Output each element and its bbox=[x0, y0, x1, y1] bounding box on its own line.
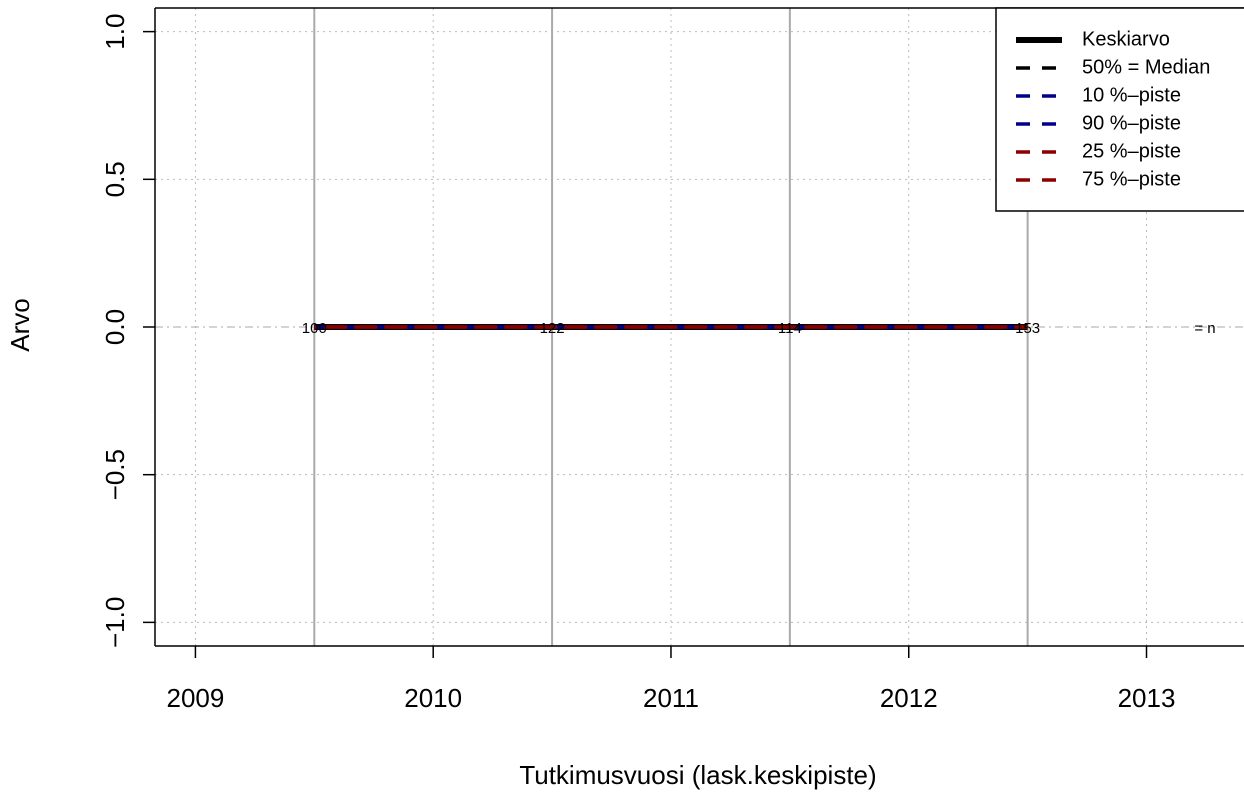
legend-label: 50% = Median bbox=[1082, 56, 1210, 78]
x-tick-label: 2010 bbox=[404, 683, 462, 713]
n-label-caption: = n bbox=[1194, 320, 1215, 337]
y-tick-label: 1.0 bbox=[100, 14, 130, 50]
n-label: 114 bbox=[778, 320, 802, 337]
legend-label: 25 %–piste bbox=[1082, 140, 1181, 162]
x-tick-label: 2012 bbox=[880, 683, 938, 713]
n-label: 122 bbox=[540, 320, 565, 337]
x-tick-label: 2011 bbox=[643, 683, 699, 713]
legend-label: Keskiarvo bbox=[1082, 28, 1170, 50]
legend-label: 90 %–piste bbox=[1082, 112, 1181, 134]
legend-label: 10 %–piste bbox=[1082, 84, 1181, 106]
y-axis-title: Arvo bbox=[5, 298, 35, 351]
legend: Keskiarvo 50% = Median 10 %–piste 90 %–pist… bbox=[995, 7, 1244, 212]
x-tick-label: 2013 bbox=[1118, 683, 1176, 713]
y-tick-label: −0.5 bbox=[100, 449, 130, 500]
n-label: 153 bbox=[1015, 320, 1040, 337]
n-label: 100 bbox=[302, 320, 327, 337]
y-tick-label: 0.0 bbox=[100, 309, 130, 345]
legend-label: 75 %–piste bbox=[1082, 168, 1181, 190]
y-tick-label: −1.0 bbox=[100, 597, 130, 648]
x-tick-label: 2009 bbox=[166, 683, 224, 713]
x-axis-title: Tutkimusvuosi (lask.keskipiste) bbox=[519, 760, 876, 790]
y-tick-label: 0.5 bbox=[100, 161, 130, 197]
